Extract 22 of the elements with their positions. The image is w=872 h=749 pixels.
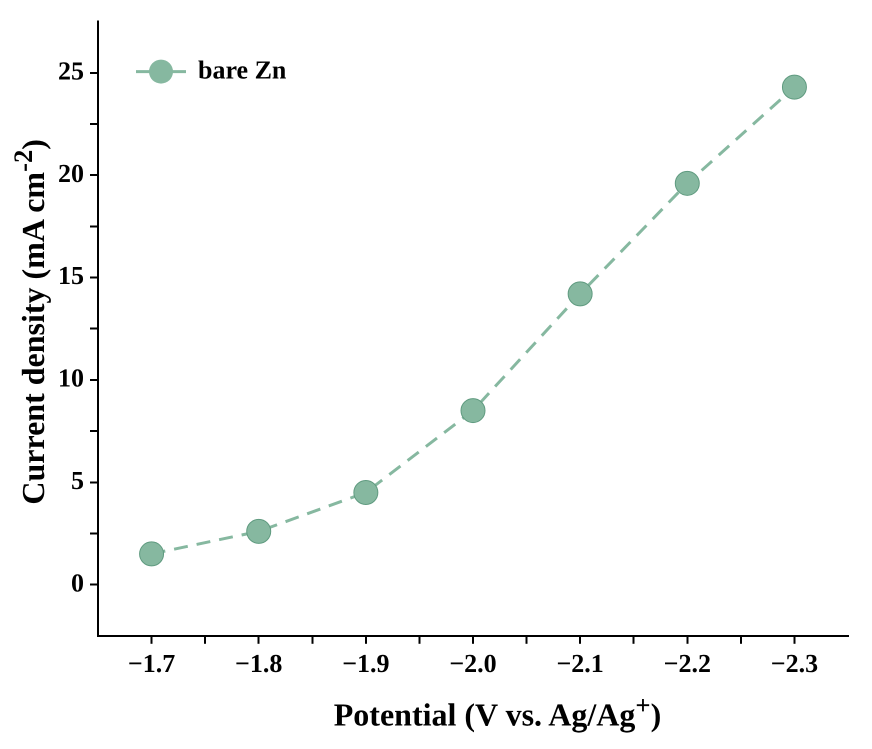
y-tick-label: 15 [58, 261, 84, 290]
x-tick-label: −2.1 [556, 649, 604, 678]
legend-label: bare Zn [198, 55, 287, 84]
point [246, 518, 272, 544]
point [674, 170, 700, 196]
x-tick-label: −2.2 [664, 649, 711, 678]
x-axis-title: Potential (V vs. Ag/Ag$^{+}$) [332, 690, 662, 734]
y-tick-label: 20 [58, 158, 84, 188]
point [782, 74, 807, 100]
point [353, 480, 378, 505]
y-tick-label: 10 [58, 364, 84, 393]
y-tick-label: 0 [71, 568, 84, 598]
y-tick-label: 5 [71, 466, 84, 495]
x-tick-label: −2.3 [770, 649, 818, 678]
x-tick-label: −1.8 [235, 649, 282, 678]
x-tick-label: −1.9 [342, 649, 390, 678]
point [139, 541, 164, 566]
x-tick-label: −1.7 [128, 649, 176, 678]
x-tick-label: −2.0 [449, 649, 497, 678]
y-tick-label: 25 [58, 56, 84, 86]
point [460, 398, 486, 424]
point [568, 281, 593, 306]
